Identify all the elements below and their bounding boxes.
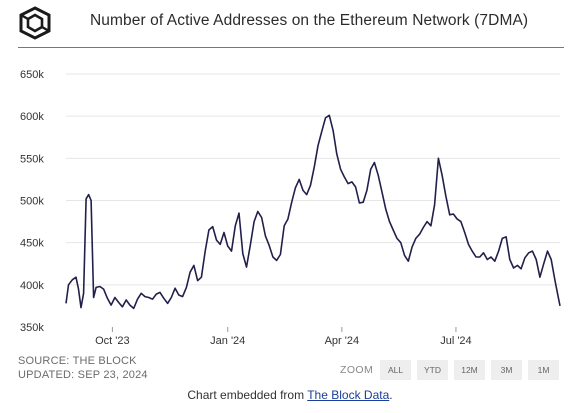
- the-block-data-link[interactable]: The Block Data: [307, 388, 390, 402]
- updated-line: UPDATED: SEP 23, 2024: [18, 369, 148, 381]
- x-axis-ticks: Oct '23 Jan '24 Apr '24 Jul '24: [95, 327, 472, 347]
- y-tick-label: 600k: [20, 111, 44, 123]
- footer-suffix: .: [389, 388, 393, 402]
- source-line: SOURCE: THE BLOCK: [18, 355, 137, 367]
- y-tick-label: 650k: [20, 69, 44, 81]
- zoom-3m-button[interactable]: 3M: [491, 360, 522, 380]
- chart-title: Number of Active Addresses on the Ethere…: [90, 12, 529, 29]
- zoom-ytd-button[interactable]: YTD: [417, 360, 448, 380]
- zoom-all-button[interactable]: ALL: [380, 360, 411, 380]
- grid-lines: [66, 73, 560, 286]
- y-tick-label: 400k: [20, 280, 44, 292]
- y-tick-label: 550k: [20, 153, 44, 165]
- chart-header: Number of Active Addresses on the Ethere…: [0, 0, 580, 50]
- zoom-button-group: ALL YTD 12M 3M 1M: [380, 360, 559, 380]
- x-tick-label: Jul '24: [440, 335, 471, 347]
- source-note: SOURCE: THE BLOCK UPDATED: SEP 23, 2024: [18, 354, 148, 382]
- y-tick-label: 350k: [20, 322, 44, 334]
- line-chart: 350k 400k 450k 500k 550k 600k 650k Oct '23 Jan …: [0, 52, 580, 352]
- x-tick-label: Oct '23: [95, 335, 130, 347]
- header-divider: [18, 47, 564, 48]
- embed-footer: Chart embedded from The Block Data.: [0, 388, 580, 402]
- the-block-cube-icon: [19, 6, 51, 40]
- footer-prefix: Chart embedded from: [187, 388, 308, 402]
- series-line-active-addresses: [65, 114, 561, 310]
- y-tick-label: 500k: [20, 196, 44, 208]
- x-tick-label: Jan '24: [210, 335, 245, 347]
- x-tick-label: Apr '24: [325, 335, 360, 347]
- zoom-label: ZOOM: [340, 364, 374, 376]
- zoom-12m-button[interactable]: 12M: [454, 360, 485, 380]
- zoom-1m-button[interactable]: 1M: [528, 360, 559, 380]
- y-tick-label: 450k: [20, 238, 44, 250]
- y-axis-ticks: 350k 400k 450k 500k 550k 600k 650k: [20, 69, 44, 334]
- chart-canvas: 350k 400k 450k 500k 550k 600k 650k Oct '23 Jan …: [20, 69, 561, 347]
